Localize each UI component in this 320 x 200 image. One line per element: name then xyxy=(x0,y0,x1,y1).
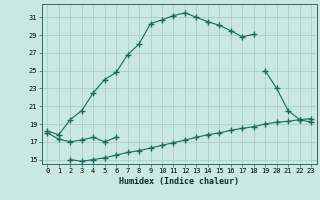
X-axis label: Humidex (Indice chaleur): Humidex (Indice chaleur) xyxy=(119,177,239,186)
